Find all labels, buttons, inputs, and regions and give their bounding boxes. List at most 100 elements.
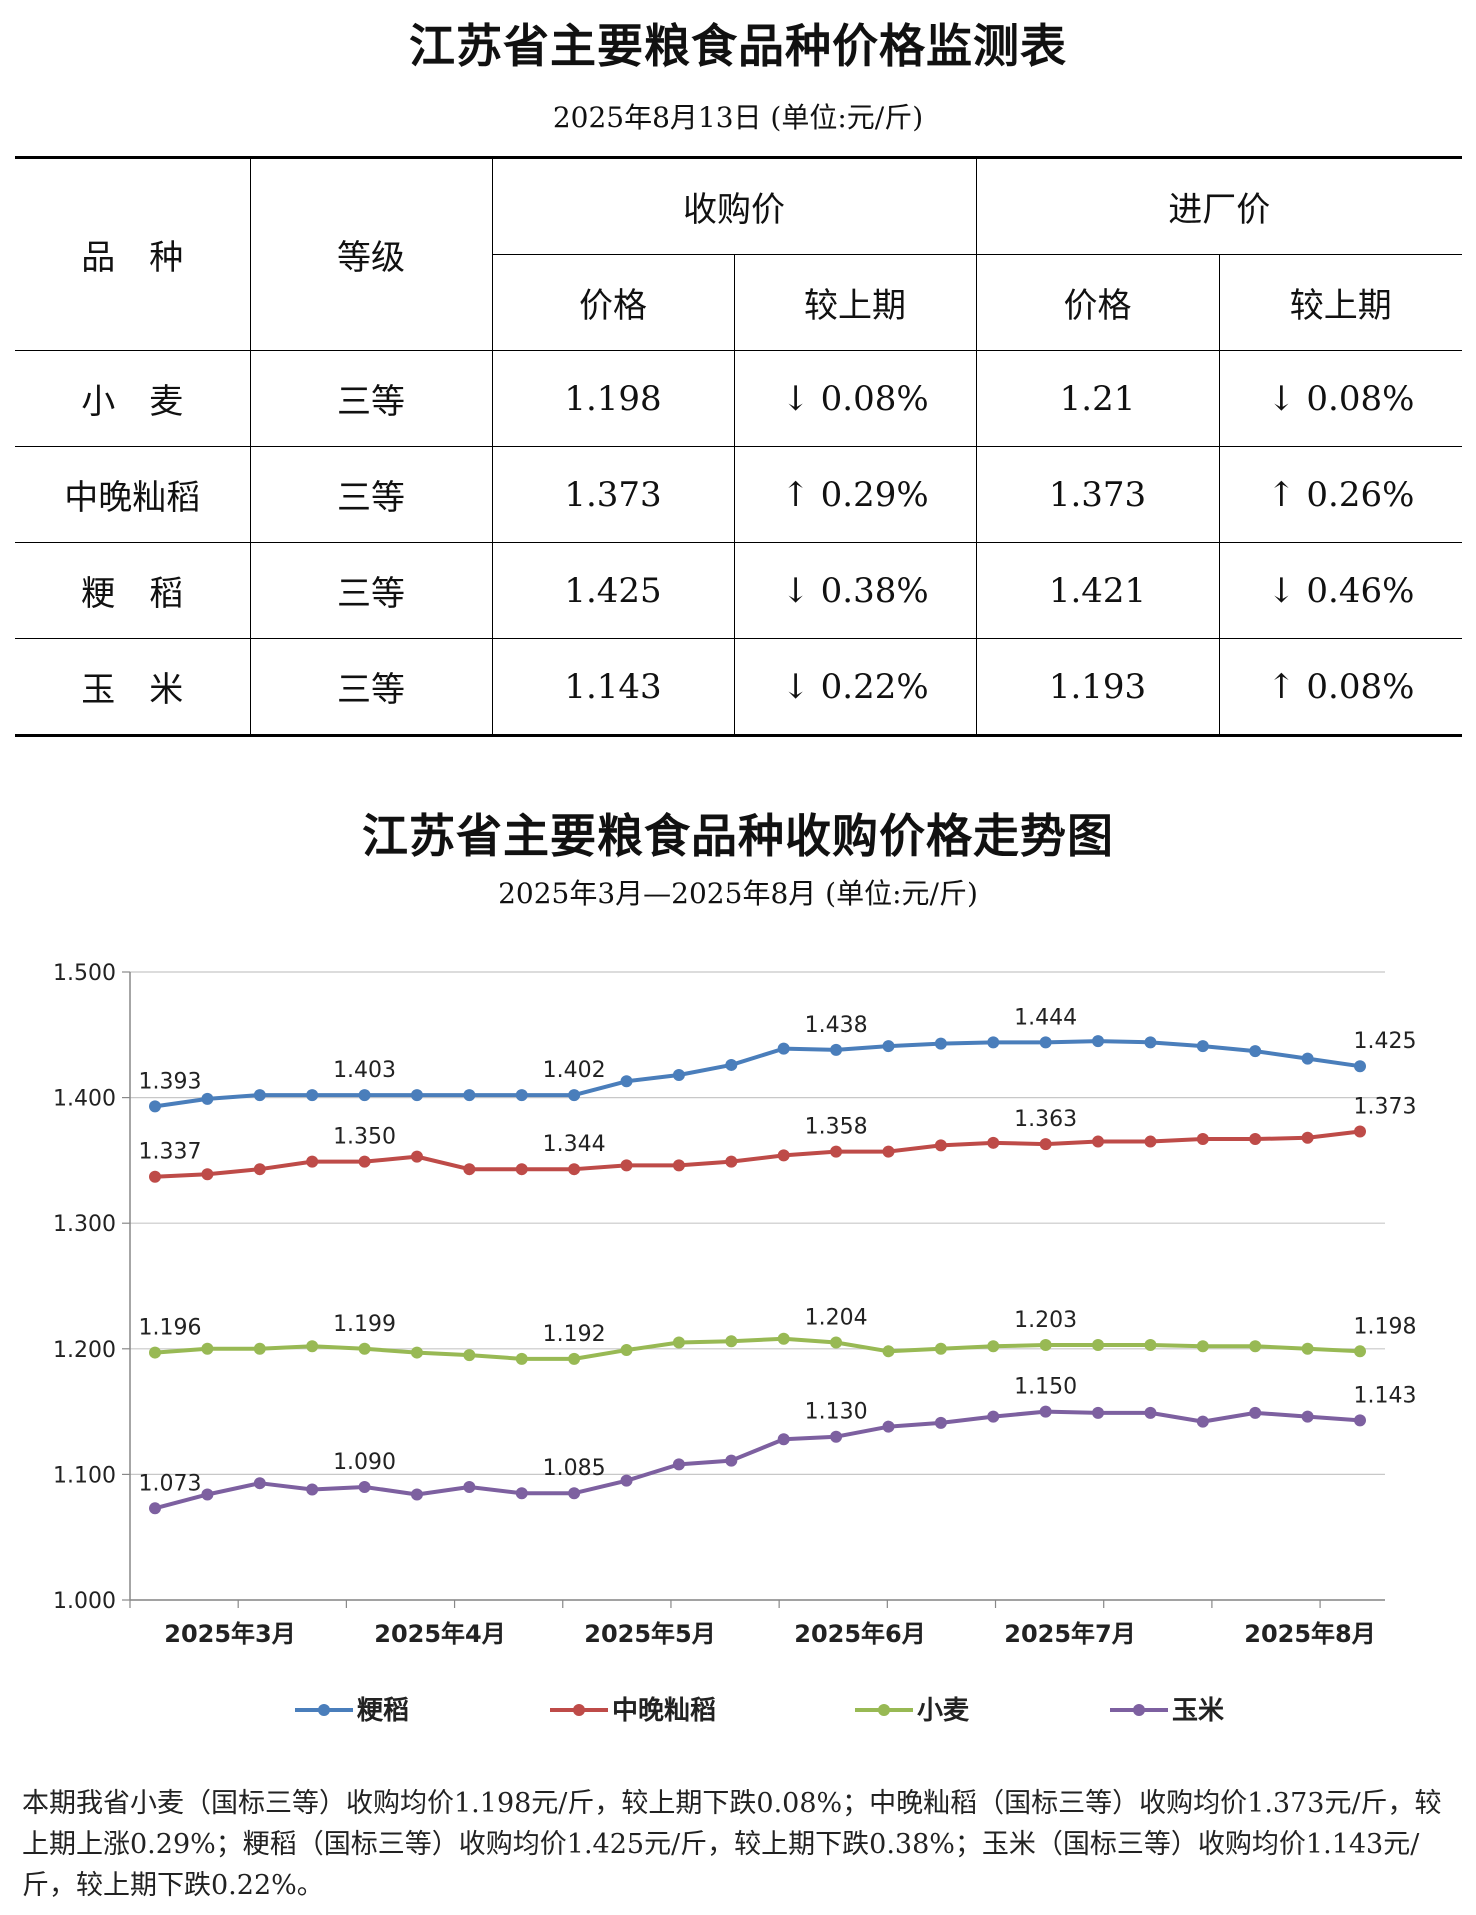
data-point [725, 1155, 738, 1168]
cell-purchase-price: 1.425 [491, 542, 735, 639]
data-point [777, 1433, 790, 1446]
data-label: 1.085 [543, 1456, 606, 1481]
data-point [934, 1037, 947, 1050]
table-row: 粳 稻 三等 1.425 ↓ 0.38% 1.421 ↓ 0.46% [15, 542, 1462, 639]
data-point [306, 1089, 319, 1102]
legend-marker [573, 1704, 585, 1716]
cell-purchase-price: 1.143 [491, 638, 735, 737]
header-factory-change: 较上期 [1218, 254, 1462, 351]
data-label: 1.363 [1014, 1107, 1077, 1132]
data-point [1301, 1410, 1314, 1423]
data-point [620, 1474, 633, 1487]
data-point [987, 1036, 1000, 1049]
data-point [358, 1480, 371, 1493]
data-label: 1.438 [805, 1013, 868, 1038]
data-point [306, 1483, 319, 1496]
data-point [1196, 1340, 1209, 1353]
data-point [515, 1163, 528, 1176]
data-label: 1.204 [805, 1306, 868, 1331]
data-point [1144, 1135, 1157, 1148]
data-label: 1.130 [805, 1400, 868, 1425]
data-point [306, 1155, 319, 1168]
data-point [987, 1136, 1000, 1149]
data-point [515, 1352, 528, 1365]
data-point [463, 1163, 476, 1176]
cell-purchase-price: 1.198 [491, 350, 735, 447]
data-label: 1.403 [333, 1058, 396, 1083]
data-point [1039, 1405, 1052, 1418]
data-point [620, 1159, 633, 1172]
cell-factory-change: ↓ 0.08% [1218, 350, 1462, 447]
data-point [672, 1068, 685, 1081]
data-point [1354, 1060, 1366, 1073]
data-point [358, 1155, 371, 1168]
data-point [1249, 1406, 1262, 1419]
cell-variety: 小 麦 [15, 350, 251, 447]
data-point [201, 1092, 214, 1105]
data-label: 1.444 [1014, 1005, 1077, 1030]
cell-purchase-change: ↑ 0.29% [733, 446, 977, 543]
data-point [201, 1488, 214, 1501]
x-tick-label: 2025年8月 [1244, 1620, 1376, 1648]
header-factory: 进厂价 [975, 156, 1462, 255]
header-purchase: 收购价 [491, 156, 977, 255]
header-factory-price: 价格 [975, 254, 1220, 351]
data-point [882, 1345, 895, 1358]
data-point [1144, 1406, 1157, 1419]
data-point [882, 1420, 895, 1433]
data-point [1196, 1415, 1209, 1428]
data-point [934, 1416, 947, 1429]
x-tick-label: 2025年7月 [1004, 1620, 1136, 1648]
header-grade: 等级 [249, 156, 493, 351]
data-point [463, 1089, 476, 1102]
data-point [1301, 1052, 1314, 1065]
table-row: 小 麦 三等 1.198 ↓ 0.08% 1.21 ↓ 0.08% [15, 350, 1462, 447]
data-point [620, 1075, 633, 1088]
y-tick-label: 1.100 [53, 1463, 116, 1488]
data-label: 1.393 [139, 1069, 202, 1094]
legend-marker [878, 1704, 890, 1716]
cell-grade: 三等 [249, 446, 493, 543]
header-purchase-change: 较上期 [733, 254, 977, 351]
data-point [201, 1342, 214, 1355]
series-line-0 [154, 1039, 1361, 1109]
data-point [410, 1346, 423, 1359]
y-tick-label: 1.500 [53, 961, 116, 986]
price-trend-chart: 1.000 1.100 1.200 1.300 1.400 1.500 2025年3月 202… [53, 961, 1417, 1726]
data-label: 1.196 [139, 1316, 202, 1341]
x-tick-label: 2025年5月 [584, 1620, 716, 1648]
data-point [463, 1480, 476, 1493]
x-tick-label: 2025年4月 [374, 1620, 506, 1648]
data-label: 1.425 [1354, 1029, 1417, 1054]
data-label: 1.150 [1014, 1375, 1077, 1400]
data-point [358, 1089, 371, 1102]
legend-label: 小麦 [917, 1696, 970, 1726]
data-label: 1.350 [333, 1125, 396, 1150]
data-point [515, 1487, 528, 1500]
data-point [882, 1040, 895, 1053]
data-point [253, 1089, 266, 1102]
data-point [620, 1344, 633, 1357]
data-point [410, 1089, 423, 1102]
data-label: 1.337 [139, 1140, 202, 1165]
cell-grade: 三等 [249, 350, 493, 447]
series-line-2 [154, 1336, 1361, 1361]
data-point [987, 1340, 1000, 1353]
legend-label: 中晚籼稻 [612, 1696, 716, 1726]
y-tick-label: 1.200 [53, 1338, 116, 1363]
legend-label: 玉米 [1172, 1696, 1224, 1726]
x-tick-label: 2025年3月 [164, 1620, 296, 1648]
data-point [149, 1502, 161, 1515]
table-subtitle: 2025年8月13日 (单位:元/斤) [552, 101, 924, 134]
data-label: 1.090 [333, 1450, 396, 1475]
data-point [777, 1042, 790, 1055]
data-point [1196, 1040, 1209, 1053]
data-point [149, 1346, 161, 1359]
series-line-1 [154, 1129, 1361, 1179]
cell-grade: 三等 [249, 542, 493, 639]
data-label: 1.402 [543, 1058, 606, 1083]
data-point [1144, 1339, 1157, 1352]
data-point [830, 1336, 843, 1349]
data-point [725, 1335, 738, 1348]
data-point [568, 1487, 581, 1500]
